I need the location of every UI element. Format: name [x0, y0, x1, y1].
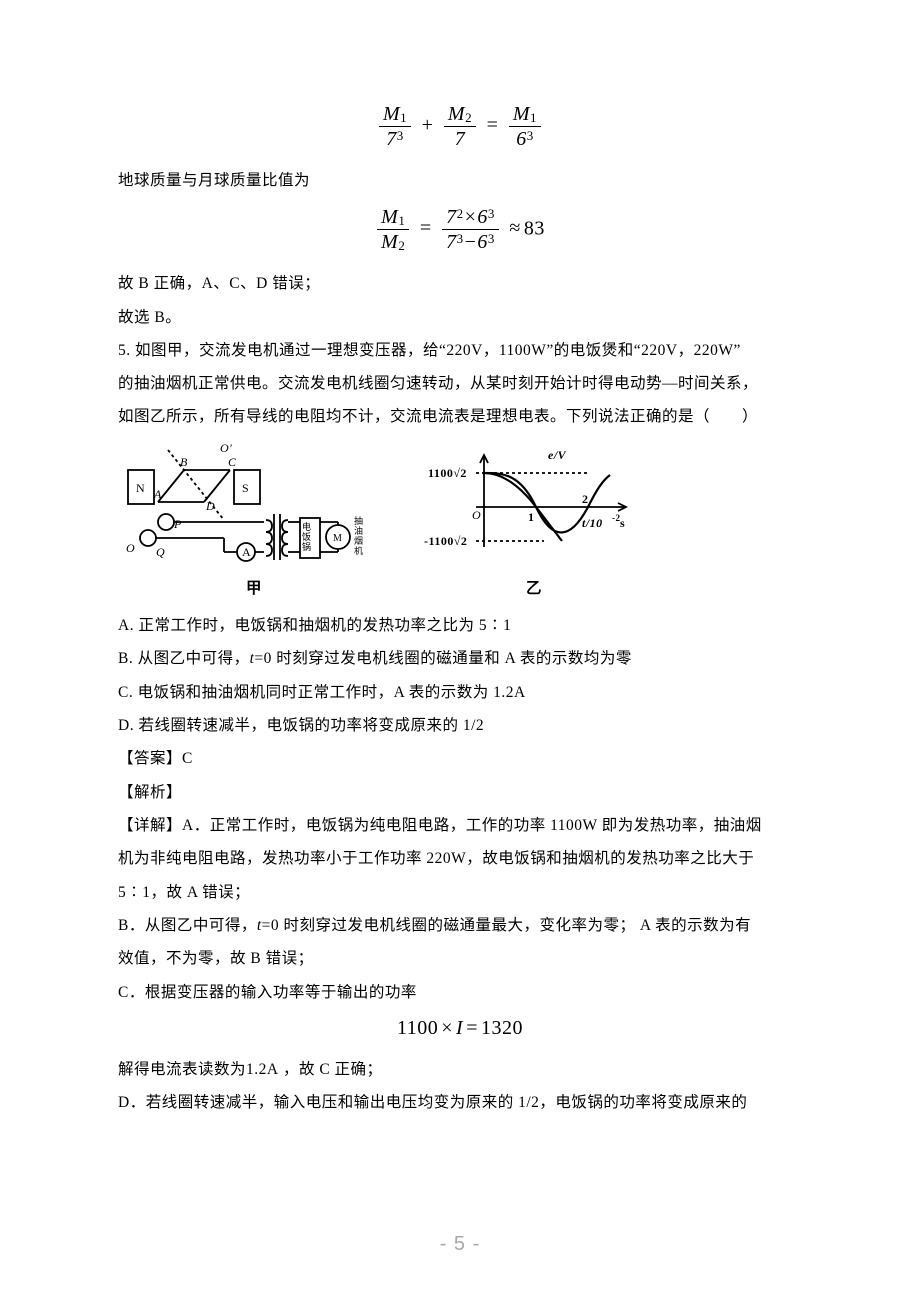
- detail-b: 效值，不为零，故 B 错误；: [118, 942, 802, 975]
- svg-text:2: 2: [582, 492, 589, 506]
- option-d: D. 若线圈转速减半，电饭锅的功率将变成原来的 1/2: [118, 709, 802, 742]
- text-line: 故选 B。: [118, 301, 802, 334]
- svg-text:O: O: [126, 541, 135, 555]
- option-b-pre: B. 从图乙中可得，: [118, 650, 250, 667]
- detail-c2-val: 1.2A: [246, 1061, 279, 1078]
- formula-3: 1100×I=1320: [118, 1017, 802, 1039]
- question-line: 5. 如图甲，交流发电机通过一理想变压器，给“220V，1100W”的电饭煲和“…: [118, 334, 802, 367]
- svg-text:抽: 抽: [354, 515, 364, 526]
- option-c: C. 电饭锅和抽油烟机同时正常工作时，A 表的示数为 1.2A: [118, 676, 802, 709]
- svg-text:Q: Q: [156, 545, 165, 559]
- text-line: 地球质量与月球质量比值为: [118, 164, 802, 197]
- detail-c: C．根据变压器的输入功率等于输出的功率: [118, 976, 802, 1009]
- option-a: A. 正常工作时，电饭锅和抽烟机的发热功率之比为 5∶1: [118, 609, 802, 642]
- svg-text:e/V: e/V: [548, 448, 567, 462]
- svg-text:P: P: [173, 517, 182, 531]
- formula-2: M1M2 = 72×6373−63 ≈83: [118, 206, 802, 254]
- question-line: 的抽油烟机正常供电。交流发电机线圈匀速转动，从某时刻开始计时得电动势—时间关系，: [118, 367, 802, 400]
- svg-text:D: D: [205, 499, 215, 513]
- svg-text:O': O': [220, 441, 232, 455]
- svg-text:1100√2: 1100√2: [428, 466, 467, 480]
- option-b: B. 从图乙中可得，t=0 时刻穿过发电机线圈的磁通量和 A 表的示数均为零: [118, 642, 802, 675]
- figure-row: N S O' B C A D P: [124, 440, 802, 570]
- text-line: 故 B 正确，A、C、D 错误；: [118, 267, 802, 300]
- svg-text:C: C: [228, 455, 237, 469]
- page-number: - 5 -: [0, 1223, 920, 1266]
- detail-c2: 解得电流表读数为1.2A ，故 C 正确；: [118, 1053, 802, 1086]
- analysis-label: 【解析】: [118, 776, 802, 809]
- figure-sine: 1 2 O e/V t/10 -2 s 1100√2 -1100√2: [424, 447, 634, 569]
- svg-text:S: S: [242, 481, 249, 495]
- svg-text:机: 机: [354, 545, 364, 556]
- svg-text:t/10: t/10: [582, 516, 603, 530]
- detail-d: D．若线圈转速减半，输入电压和输出电压均变为原来的 1/2，电饭锅的功率将变成原…: [118, 1086, 802, 1119]
- option-b-post: =0 时刻穿过发电机线圈的磁通量和 A 表的示数均为零: [254, 650, 631, 667]
- figure-captions: 甲 乙: [124, 572, 644, 605]
- detail-a: 5∶1，故 A 错误；: [118, 876, 802, 909]
- svg-text:油: 油: [354, 525, 364, 536]
- question-line: 如图乙所示，所有导线的电阻均不计，交流电流表是理想电表。下列说法正确的是（ ）: [118, 400, 802, 433]
- svg-text:B: B: [180, 455, 188, 469]
- svg-text:1: 1: [528, 510, 535, 524]
- svg-text:-1100√2: -1100√2: [424, 534, 467, 548]
- formula-1: M173 + M27 = M163: [118, 103, 802, 150]
- caption-right: 乙: [384, 572, 654, 605]
- caption-left: 甲: [124, 572, 384, 605]
- svg-text:饭: 饭: [302, 531, 312, 542]
- svg-text:O: O: [472, 508, 481, 522]
- detail-b-post: =0 时刻穿过发电机线圈的磁通量最大，变化率为零； A 表的示数为有: [262, 917, 751, 934]
- svg-text:s: s: [620, 516, 625, 530]
- svg-text:烟: 烟: [354, 535, 364, 546]
- svg-text:锅: 锅: [302, 542, 312, 552]
- figure-circuit: N S O' B C A D P: [124, 440, 384, 570]
- svg-text:A: A: [242, 545, 251, 559]
- detail-a: 机为非纯电阻电路，发热功率小于工作功率 220W，故电饭锅和抽烟机的发热功率之比…: [118, 842, 802, 875]
- svg-text:电: 电: [302, 521, 312, 532]
- detail-c2-pre: 解得电流表读数为: [118, 1061, 246, 1078]
- svg-text:N: N: [136, 481, 145, 495]
- svg-text:A: A: [153, 487, 162, 501]
- detail-b-pre: B．从图乙中可得，: [118, 917, 257, 934]
- document-page: M173 + M27 = M163 地球质量与月球质量比值为 M1M2 = 72…: [0, 0, 920, 1302]
- detail-a: 【详解】A．正常工作时，电饭锅为纯电阻电路，工作的功率 1100W 即为发热功率…: [118, 809, 802, 842]
- answer-line: 【答案】C: [118, 742, 802, 775]
- detail-b: B．从图乙中可得，t=0 时刻穿过发电机线圈的磁通量最大，变化率为零； A 表的…: [118, 909, 802, 942]
- detail-c2-post: ，故 C 正确；: [279, 1061, 383, 1078]
- svg-text:M: M: [333, 533, 342, 544]
